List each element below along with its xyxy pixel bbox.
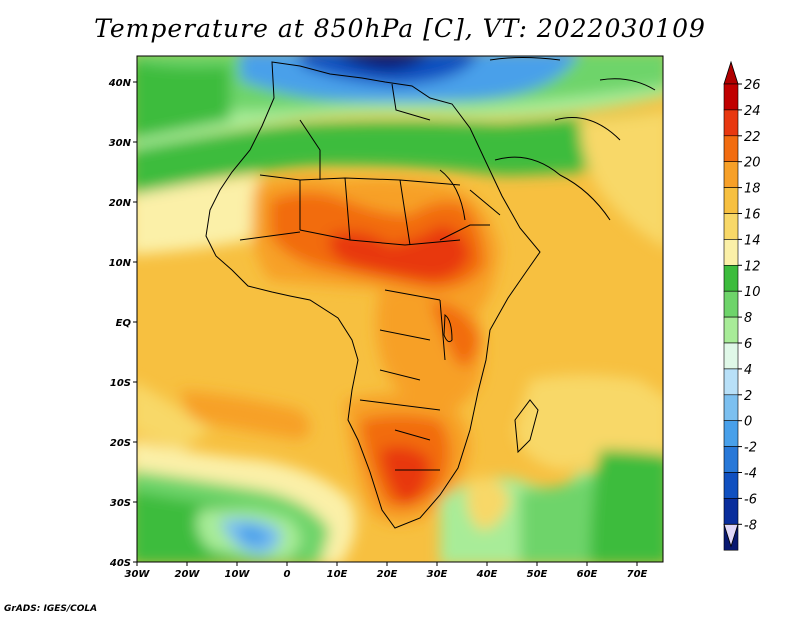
colorbar-swatch [723, 187, 739, 214]
x-tick-label: 50E [527, 569, 548, 580]
colorbar-label: 18 [744, 182, 761, 197]
colorbar-label: 20 [744, 156, 761, 171]
x-tick-label: 20W [175, 569, 201, 580]
colorbar-swatch [723, 316, 739, 344]
colorbar-label: 16 [744, 208, 761, 223]
colorbar-bottom-arrow [723, 523, 739, 548]
y-tick-label: 20S [110, 438, 131, 449]
colorbar-label: 22 [744, 130, 761, 145]
x-tick-label: 30E [427, 569, 448, 580]
axes: 30W 20W 10W 0 10E 20E 30E 40E 50E 60E 70E 40N 30N 20N… [108, 78, 648, 580]
x-tick-label: 60E [577, 569, 598, 580]
chart-title: Temperature at 850hPa [C], VT: 202203010… [94, 14, 706, 43]
colorbar-swatch [723, 109, 739, 137]
y-tick-label: 40N [108, 78, 132, 89]
colorbar-label: 8 [744, 311, 752, 326]
y-tick-label: 40S [109, 558, 131, 569]
colorbar-label: 14 [744, 233, 761, 248]
x-tick-label: 10W [225, 569, 251, 580]
y-tick-label: 20N [109, 198, 132, 209]
colorbar-swatch [723, 264, 739, 292]
colorbar-label: 24 [744, 104, 761, 119]
x-tick-label: 20E [377, 569, 398, 580]
y-tick-label: 30N [109, 138, 132, 149]
colorbar-label: 12 [744, 259, 761, 274]
colorbar-label: 2 [744, 389, 752, 404]
colorbar-swatch [723, 342, 739, 370]
y-tick-label: 10S [110, 378, 131, 389]
colorbar-label: 6 [744, 337, 752, 352]
colorbar-swatch [723, 420, 739, 447]
colorbar-swatch [723, 446, 739, 473]
colorbar-label: 0 [744, 415, 752, 430]
colorbar-label: 4 [744, 363, 752, 378]
colorbar-top-arrow [723, 60, 739, 85]
colorbar-label: 26 [744, 78, 761, 93]
x-tick-label: 10E [327, 569, 348, 580]
colorbar-swatch [723, 239, 739, 266]
temperature-field [137, 56, 663, 562]
colorbar-swatch [723, 472, 739, 499]
colorbar-label: -8 [744, 518, 757, 533]
plot-frame [136, 55, 664, 563]
colorbar-swatch [723, 83, 739, 111]
colorbar-swatch [723, 135, 739, 163]
x-tick-label: 40E [476, 569, 498, 580]
colorbar-swatch [723, 394, 739, 421]
colorbar-swatch [723, 161, 739, 188]
colorbar-swatch [723, 498, 739, 525]
y-tick-label: EQ [116, 318, 132, 329]
x-tick-label: 70E [627, 569, 648, 580]
colorbar-swatch [723, 213, 739, 240]
coastlines [205, 57, 656, 529]
grads-credit: GrADS: IGES/COLA [4, 604, 98, 614]
x-tick-label: 0 [284, 569, 291, 580]
colorbar-label: 10 [744, 285, 761, 300]
y-tick-label: 30S [110, 498, 131, 509]
colorbar-label: -2 [744, 441, 757, 456]
colorbar-swatch [723, 290, 739, 318]
x-tick-label: 30W [125, 569, 151, 580]
colorbar-label: -4 [744, 467, 757, 482]
y-tick-label: 10N [109, 258, 132, 269]
colorbar-swatch [723, 368, 739, 396]
colorbar-label: -6 [744, 492, 757, 507]
